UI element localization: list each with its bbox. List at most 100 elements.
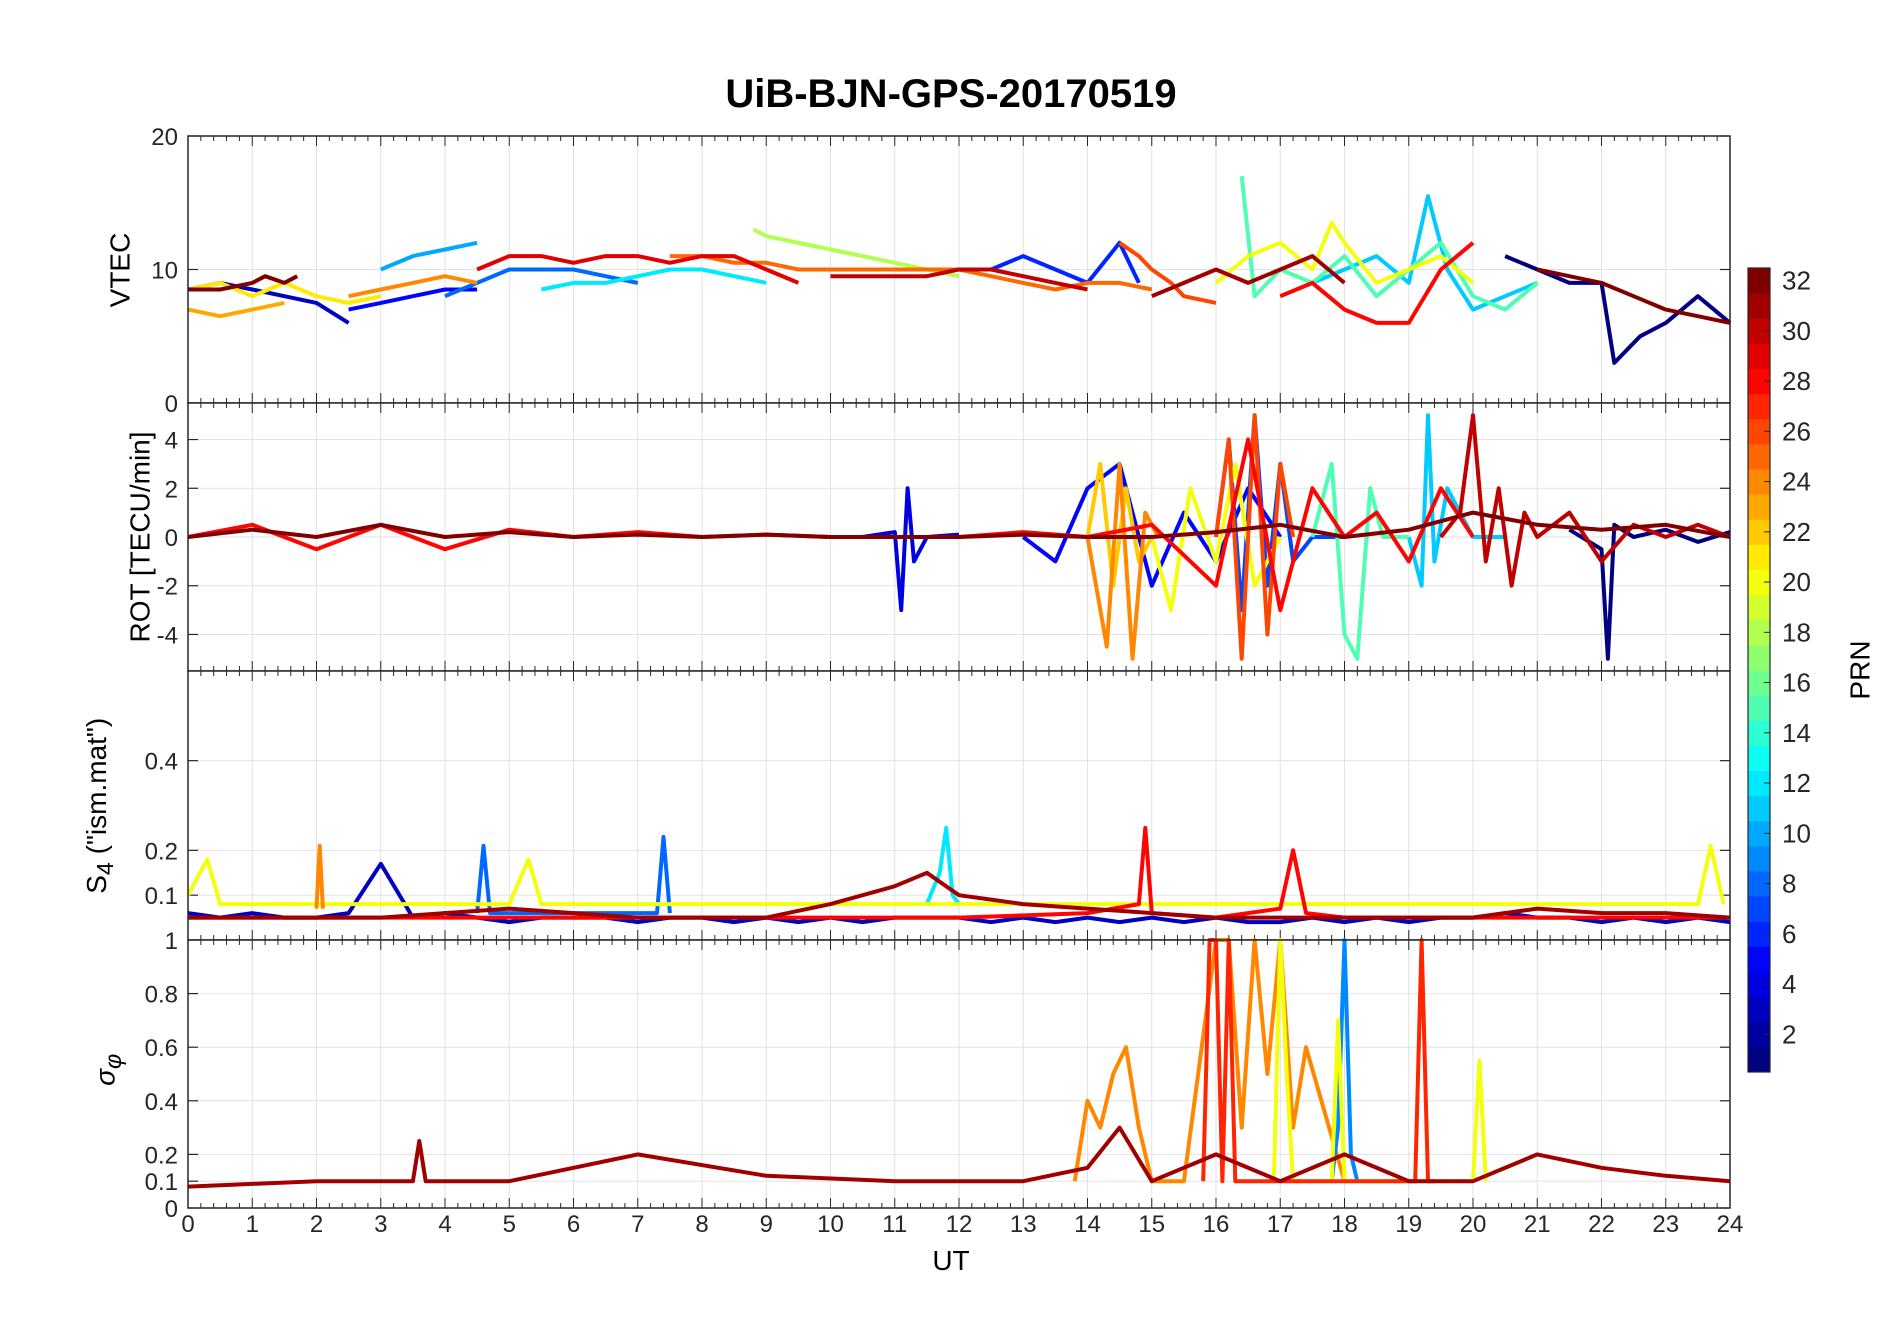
series-line-prn-10 bbox=[380, 240, 478, 272]
y-tick-label: 2 bbox=[165, 476, 178, 503]
colorbar-tick-label: 32 bbox=[1782, 266, 1811, 296]
series-line-prn-20 bbox=[186, 843, 1726, 907]
y-tick-label: 0.8 bbox=[145, 982, 178, 1009]
x-tick-label: 7 bbox=[631, 1211, 644, 1238]
series-line-prn-32 bbox=[187, 510, 1731, 539]
colorbar-segment bbox=[1748, 720, 1770, 746]
y-axis-label-s4: S4 ("ism.mat") bbox=[81, 718, 119, 894]
colorbar-tick-label: 18 bbox=[1782, 617, 1811, 647]
chart-title: UiB-BJN-GPS-20170519 bbox=[725, 72, 1177, 116]
colorbar-segment bbox=[1748, 670, 1770, 696]
colorbar-tick-label: 30 bbox=[1782, 316, 1811, 346]
y-tick-label: 10 bbox=[151, 258, 178, 285]
colorbar-segment bbox=[1748, 896, 1770, 922]
x-axis-label: UT bbox=[932, 1245, 970, 1276]
y-tick-label: 0.4 bbox=[145, 1089, 178, 1116]
colorbar-segment bbox=[1748, 795, 1770, 822]
series-line-prn-5 bbox=[348, 287, 478, 312]
series-line-prn-20 bbox=[1214, 220, 1475, 285]
colorbar-segment bbox=[1748, 695, 1770, 721]
colorbar-segment bbox=[1748, 845, 1770, 872]
y-tick-label: 1 bbox=[165, 928, 178, 955]
x-tick-label: 8 bbox=[695, 1211, 708, 1238]
sigma-label-main: σ bbox=[89, 1068, 121, 1086]
y-axis-label-vtec: VTEC bbox=[103, 232, 135, 308]
y-tick-label: 0.4 bbox=[145, 749, 178, 776]
series-line-prn-1 bbox=[1568, 522, 1731, 661]
colorbar-segment bbox=[1748, 544, 1770, 570]
s4-label-main: S bbox=[81, 875, 113, 894]
series-line-prn-24 bbox=[1085, 461, 1160, 661]
sigma-label-sub: φ bbox=[99, 1053, 126, 1069]
x-tick-label: 13 bbox=[1010, 1211, 1037, 1238]
y-tick-label: 0 bbox=[165, 525, 178, 552]
colorbar-segment bbox=[1748, 494, 1770, 520]
s4-label-rest: ("ism.mat") bbox=[81, 717, 113, 863]
series-line-prn-12 bbox=[925, 825, 961, 906]
colorbar-segment bbox=[1748, 469, 1770, 495]
series-line-prn-29 bbox=[476, 254, 800, 285]
colorbar-segment bbox=[1748, 745, 1770, 771]
series-line-prn-30 bbox=[830, 267, 1088, 292]
colorbar-segment bbox=[1748, 368, 1770, 395]
colorbar-tick-label: 28 bbox=[1782, 366, 1811, 396]
x-tick-label: 0 bbox=[181, 1211, 194, 1238]
y-tick-label: 0 bbox=[165, 1196, 178, 1223]
series-line-prn-24 bbox=[314, 843, 325, 909]
x-tick-label: 21 bbox=[1524, 1211, 1551, 1238]
series-line-prn-23 bbox=[187, 300, 285, 319]
y-tick-label: 0.1 bbox=[145, 883, 178, 910]
y-tick-label: -4 bbox=[157, 622, 178, 649]
colorbar-segment bbox=[1748, 921, 1770, 947]
panel-3-frame bbox=[187, 939, 1731, 1209]
panel-0-series bbox=[187, 175, 1732, 365]
series-line-prn-24 bbox=[348, 274, 478, 299]
colorbar-tick-label: 20 bbox=[1782, 567, 1811, 597]
colorbar-tick-label: 14 bbox=[1782, 718, 1811, 748]
x-tick-label: 6 bbox=[567, 1211, 580, 1238]
series-line-prn-20 bbox=[1149, 461, 1283, 613]
x-tick-label: 4 bbox=[438, 1211, 451, 1238]
x-tick-label: 3 bbox=[374, 1211, 387, 1238]
series-line-prn-31 bbox=[187, 1125, 1731, 1189]
x-tick-label: 22 bbox=[1588, 1211, 1615, 1238]
x-tick-label: 20 bbox=[1460, 1211, 1487, 1238]
y-tick-label: 4 bbox=[165, 428, 178, 455]
colorbar-segment bbox=[1748, 293, 1770, 319]
colorbar-segment bbox=[1748, 996, 1770, 1023]
colorbar-tick-label: 22 bbox=[1782, 517, 1811, 547]
series-line-prn-32 bbox=[1536, 267, 1731, 325]
x-tick-label: 15 bbox=[1138, 1211, 1165, 1238]
x-tick-label: 11 bbox=[882, 1211, 907, 1238]
x-tick-label: 23 bbox=[1652, 1211, 1679, 1238]
colorbar-segment bbox=[1748, 971, 1770, 998]
y-tick-label: -2 bbox=[157, 574, 178, 601]
colorbar-tick-label: 8 bbox=[1782, 869, 1796, 899]
s4-label-sub: 4 bbox=[91, 862, 118, 876]
colorbar-segment bbox=[1748, 619, 1770, 646]
y-tick-label: 0 bbox=[165, 391, 178, 418]
colorbar-label: PRN bbox=[1844, 640, 1876, 700]
panel-2-series bbox=[186, 825, 1731, 925]
colorbar-segment bbox=[1748, 770, 1770, 797]
series-line-prn-31 bbox=[1151, 254, 1346, 299]
series-line-prn-20 bbox=[1271, 938, 1488, 1184]
colorbar-frame bbox=[1747, 267, 1771, 1073]
x-tick-label: 14 bbox=[1074, 1211, 1101, 1238]
colorbar-segment bbox=[1748, 946, 1770, 972]
colorbar-segment bbox=[1748, 343, 1770, 369]
x-tick-label: 19 bbox=[1395, 1211, 1422, 1238]
series-line-prn-28 bbox=[1279, 241, 1475, 325]
y-tick-label: 0.6 bbox=[145, 1035, 178, 1062]
colorbar-segment bbox=[1748, 393, 1770, 420]
series-line-prn-32 bbox=[188, 274, 299, 292]
colorbar-tick-label: 12 bbox=[1782, 768, 1811, 798]
colorbar-segment bbox=[1748, 1046, 1770, 1073]
y-axis-label-rot: ROT [TECU/min] bbox=[124, 431, 156, 643]
x-tick-label: 16 bbox=[1203, 1211, 1230, 1238]
x-tick-label: 5 bbox=[503, 1211, 516, 1238]
x-tick-label: 2 bbox=[310, 1211, 323, 1238]
series-line-prn-6 bbox=[990, 240, 1141, 285]
